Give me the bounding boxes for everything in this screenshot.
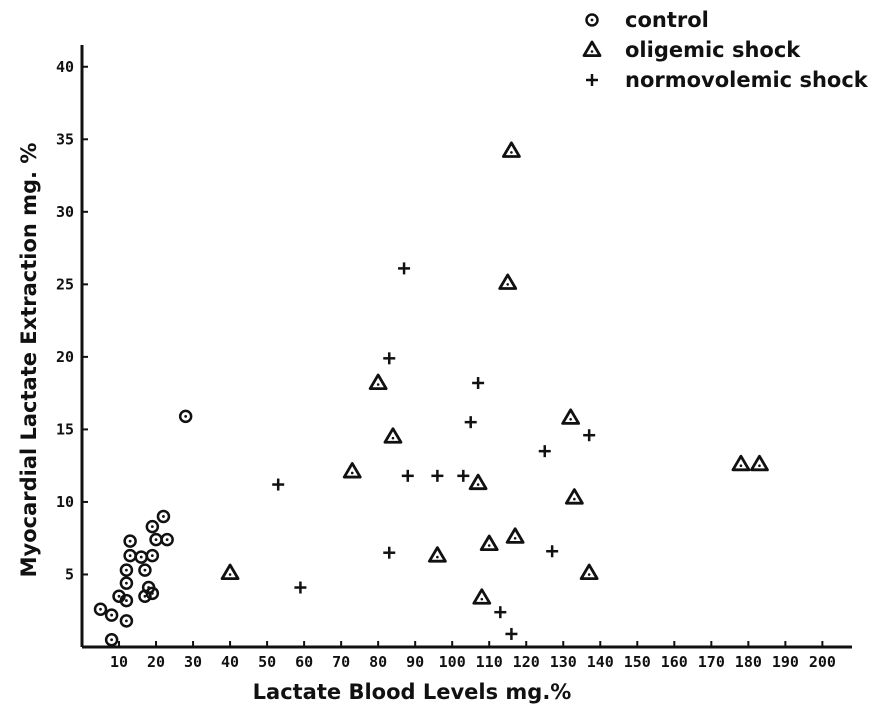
- oligemic-shock-point: [468, 473, 488, 491]
- legend-marker-normovolemic-shock: [586, 74, 598, 86]
- normovolemic-shock-point: [272, 478, 285, 491]
- control-point: [160, 532, 174, 547]
- oligemic-shock-point: [731, 454, 751, 472]
- x-tick-label: 70: [332, 653, 350, 671]
- control-point: [134, 550, 148, 564]
- oligemic-shock-point: [579, 563, 599, 581]
- control-point: [104, 608, 119, 622]
- x-tick-label: 180: [735, 653, 762, 671]
- control-point: [119, 593, 134, 608]
- x-ticks: 10 20 30 40 50 60 70 80 90 100 110 120 130 140 150 160 1…: [110, 641, 836, 671]
- y-tick-label: 40: [56, 58, 74, 76]
- x-tick-label: 80: [369, 653, 387, 671]
- y-ticks: 5 10 15 20 25 30 35 40: [56, 58, 88, 583]
- y-tick-label: 10: [56, 493, 74, 511]
- legend-label-control: control: [625, 8, 709, 32]
- oligemic-shock-point: [505, 527, 525, 544]
- oligemic-shock-point: [564, 488, 584, 505]
- x-tick-label: 90: [406, 653, 424, 671]
- normovolemic-shock-point: [457, 469, 470, 482]
- control-point: [123, 548, 137, 563]
- x-tick-label: 120: [513, 653, 540, 671]
- y-tick-label: 20: [56, 348, 74, 366]
- normovolemic-shock-point: [505, 627, 518, 640]
- control-point: [123, 534, 137, 548]
- normovolemic-shock-point: [583, 429, 596, 442]
- control-point: [93, 602, 108, 617]
- y-tick-label: 30: [56, 203, 74, 221]
- control-point: [119, 576, 134, 590]
- y-tick-label: 35: [56, 130, 74, 148]
- oligemic-shock-point: [220, 563, 240, 581]
- oligemic-shock-point: [498, 273, 518, 290]
- x-tick-label: 50: [258, 653, 276, 671]
- x-tick-label: 20: [147, 653, 165, 671]
- control-point: [178, 409, 193, 424]
- oligemic-shock-point: [502, 141, 521, 158]
- control-point: [145, 548, 160, 563]
- x-tick-label: 140: [587, 653, 614, 671]
- oligemic-shock-point: [383, 427, 403, 444]
- normovolemic-shock-point: [431, 469, 444, 482]
- y-tick-label: 15: [56, 420, 74, 438]
- control-point: [138, 563, 152, 577]
- x-tick-label: 30: [184, 653, 202, 671]
- oligemic-shock-point: [479, 534, 499, 552]
- oligemic-shock-point: [368, 373, 388, 390]
- legend: control oligemic shock normovolemic shock: [582, 8, 869, 92]
- oligemic-shock-point: [472, 588, 492, 605]
- control-point: [119, 614, 134, 628]
- x-tick-label: 130: [550, 653, 577, 671]
- oligemic-shock-point: [750, 454, 769, 472]
- control-point: [145, 519, 160, 534]
- control-point: [119, 563, 134, 577]
- normovolemic-shock-point: [383, 546, 396, 559]
- control-point: [104, 632, 119, 647]
- x-tick-label: 190: [772, 653, 799, 671]
- oligemic-shock-point: [427, 546, 447, 563]
- x-tick-label: 200: [809, 653, 836, 671]
- normovolemic-shock-point: [546, 545, 559, 558]
- normovolemic-shock-point: [398, 262, 411, 275]
- x-tick-label: 60: [295, 653, 313, 671]
- control-point: [145, 586, 160, 601]
- normovolemic-shock-point: [383, 352, 396, 365]
- normovolemic-shock-point: [294, 581, 307, 594]
- x-tick-label: 160: [661, 653, 688, 671]
- normovolemic-shock-point: [494, 606, 507, 619]
- x-tick-label: 150: [624, 653, 651, 671]
- x-axis-title: Lactate Blood Levels mg.%: [253, 680, 572, 704]
- oligemic-shock-point: [342, 462, 362, 479]
- normovolemic-shock-point: [464, 416, 477, 429]
- legend-marker-oligemic-shock: [582, 40, 602, 57]
- legend-marker-control: [585, 13, 599, 27]
- control-point: [156, 509, 171, 524]
- legend-label-oligemic-shock: oligemic shock: [625, 38, 801, 62]
- x-tick-label: 40: [221, 653, 239, 671]
- data-points: [93, 141, 769, 647]
- control-point: [149, 532, 163, 547]
- y-axis-title: Myocardial Lactate Extraction mg. %: [17, 143, 41, 578]
- x-tick-label: 170: [698, 653, 725, 671]
- x-tick-label: 110: [476, 653, 503, 671]
- legend-label-normovolemic-shock: normovolemic shock: [625, 68, 869, 92]
- axes: [80, 45, 852, 649]
- normovolemic-shock-point: [472, 376, 485, 389]
- normovolemic-shock-point: [401, 469, 414, 482]
- x-tick-label: 10: [110, 653, 128, 671]
- x-tick-label: 100: [439, 653, 466, 671]
- oligemic-shock-point: [561, 408, 581, 425]
- normovolemic-shock-point: [538, 445, 551, 458]
- y-tick-label: 5: [65, 565, 74, 583]
- y-tick-label: 25: [56, 275, 74, 293]
